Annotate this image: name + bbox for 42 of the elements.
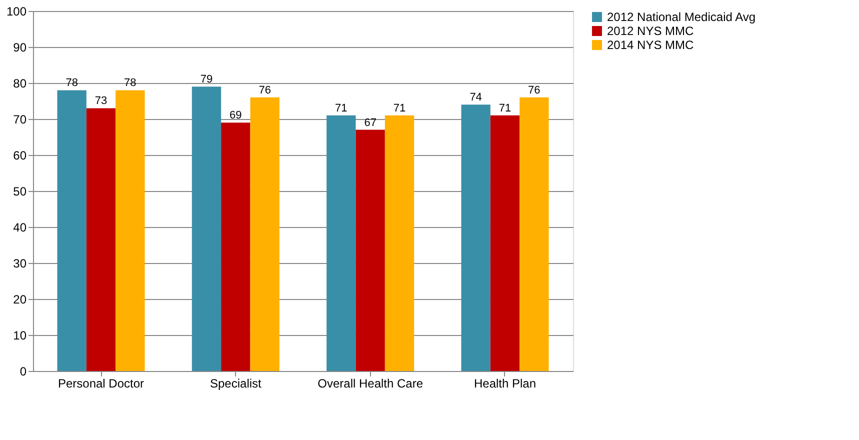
data-label: 71 [393,102,406,114]
x-tick-label: Personal Doctor [58,376,144,390]
x-tick-label: Overall Health Care [318,376,424,390]
y-tick-label: 10 [13,328,27,342]
y-tick-label: 60 [13,148,27,162]
bar [490,115,520,371]
bar [326,115,356,371]
data-label: 67 [364,116,376,129]
data-label: 74 [470,92,482,104]
y-tick-label: 90 [13,40,27,54]
bar [57,90,86,371]
data-label: 71 [335,102,348,114]
bar [384,115,414,371]
legend-label: 2012 NYS MMC [607,24,694,38]
y-tick-label: 20 [13,292,27,306]
x-tick-label: Specialist [210,376,262,390]
y-tick-label: 30 [13,256,27,270]
y-tick-label: 100 [6,4,27,18]
data-label: 69 [230,110,242,122]
legend-label: 2012 National Medicaid Avg [607,10,756,24]
y-tick-label: 0 [20,364,27,378]
data-label: 71 [498,102,512,114]
bar [520,97,549,371]
x-tick-label: Health Plan [474,376,536,390]
bar [356,130,385,371]
y-tick-label: 40 [13,220,27,234]
bar [116,90,145,371]
y-tick-label: 50 [13,184,27,198]
data-label: 73 [94,95,108,108]
data-label: 76 [528,84,540,96]
legend-label: 2014 NYS MMC [607,38,694,52]
data-label: 76 [258,84,271,96]
bar [461,104,490,371]
data-label: 79 [200,74,213,86]
bar [192,86,222,371]
bar [250,97,280,371]
y-tick-label: 80 [13,76,27,90]
data-label: 78 [66,77,78,90]
data-label: 78 [124,77,136,90]
bar [221,122,250,371]
bar [86,108,116,371]
y-tick-label: 70 [13,112,27,126]
